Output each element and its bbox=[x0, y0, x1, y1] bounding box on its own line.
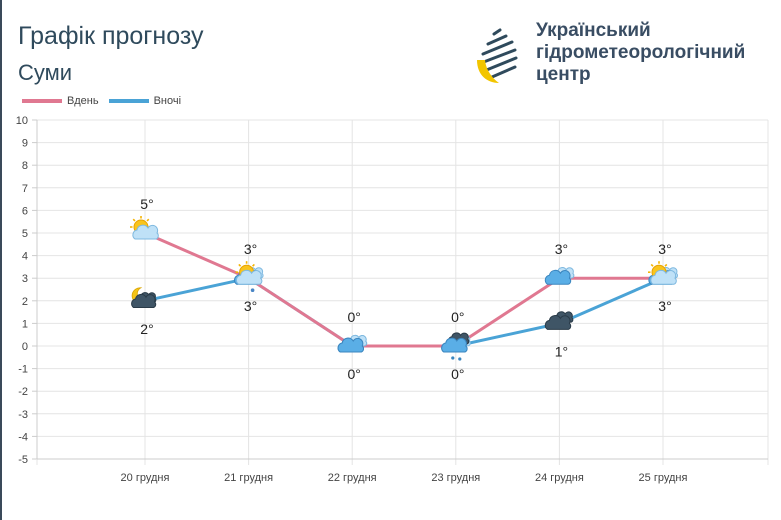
y-tick-label: 3 bbox=[22, 273, 28, 285]
page-title: Графік прогнозу bbox=[18, 22, 204, 50]
x-tick-label: 25 грудня bbox=[639, 472, 688, 484]
y-tick-label: -2 bbox=[18, 386, 28, 398]
temp-label-day: 3° bbox=[244, 241, 257, 257]
weather-icon-sun-cloud-rain-icon bbox=[235, 261, 263, 293]
y-tick-label: 10 bbox=[16, 115, 28, 127]
y-tick-label: 2 bbox=[22, 296, 28, 308]
temp-label-night: 2° bbox=[140, 321, 153, 337]
y-tick-label: 9 bbox=[22, 138, 28, 150]
y-tick-label: 1 bbox=[22, 318, 28, 330]
legend-swatch-night bbox=[108, 99, 149, 103]
temp-label-day: 5° bbox=[140, 196, 153, 212]
temp-label-day: 3° bbox=[658, 241, 671, 257]
temp-label-night: 1° bbox=[555, 343, 568, 359]
organization-name: Український гідрометеорологічний центр bbox=[536, 20, 745, 86]
ugmc-logo-icon bbox=[477, 28, 518, 83]
legend-label-day: Вдень bbox=[67, 95, 99, 107]
temp-label-day: 0° bbox=[348, 309, 361, 325]
weather-icon-sun-cloud-icon bbox=[648, 261, 677, 285]
x-tick-label: 23 грудня bbox=[431, 472, 480, 484]
y-tick-label: 7 bbox=[22, 183, 28, 195]
temp-label-night: 0° bbox=[451, 366, 464, 382]
temp-label-night: 3° bbox=[658, 298, 671, 314]
weather-icon-sun-cloud-icon bbox=[130, 216, 159, 240]
y-tick-label: 5 bbox=[22, 228, 28, 240]
series-line-night bbox=[144, 276, 664, 348]
weather-icon-cloud-icon bbox=[544, 267, 575, 285]
weather-icon-dark-cloud-snow-icon bbox=[441, 332, 470, 361]
org-line-2: гідрометеорологічний bbox=[536, 42, 746, 63]
x-tick-label: 22 грудня bbox=[328, 472, 377, 484]
temp-label-day: 0° bbox=[451, 309, 464, 325]
y-tick-label: 8 bbox=[22, 160, 28, 172]
weather-icon-cloud-icon bbox=[337, 334, 368, 353]
y-tick-label: -5 bbox=[18, 454, 28, 466]
y-tick-label: -1 bbox=[18, 364, 28, 376]
legend-swatch-day bbox=[22, 99, 62, 103]
x-tick-label: 21 грудня bbox=[224, 472, 273, 484]
y-tick-label: 0 bbox=[22, 341, 28, 353]
temp-label-night: 0° bbox=[348, 366, 361, 382]
weather-icon-dark-cloud-icon bbox=[544, 311, 574, 330]
y-tick-label: 6 bbox=[22, 205, 28, 217]
x-tick-label: 20 грудня bbox=[121, 472, 170, 484]
legend-item-day[interactable]: Вдень bbox=[22, 95, 99, 107]
chart-legend: Вдень Вночі bbox=[22, 95, 191, 107]
legend-item-night[interactable]: Вночі bbox=[108, 95, 182, 107]
y-tick-label: -3 bbox=[18, 409, 28, 421]
left-edge-border bbox=[0, 0, 2, 520]
series-line-day bbox=[144, 231, 663, 348]
temp-label-night: 3° bbox=[244, 298, 257, 314]
y-tick-label: 4 bbox=[22, 251, 28, 263]
temp-label-day: 3° bbox=[555, 241, 568, 257]
x-tick-label: 24 грудня bbox=[535, 472, 584, 484]
y-tick-label: -4 bbox=[18, 431, 28, 443]
legend-label-night: Вночі bbox=[153, 95, 182, 107]
city-name: Суми bbox=[18, 60, 73, 85]
org-line-1: Український bbox=[536, 20, 651, 41]
org-line-3: центр bbox=[536, 64, 591, 85]
weather-icon-moon-dark-cloud-icon bbox=[131, 287, 157, 309]
